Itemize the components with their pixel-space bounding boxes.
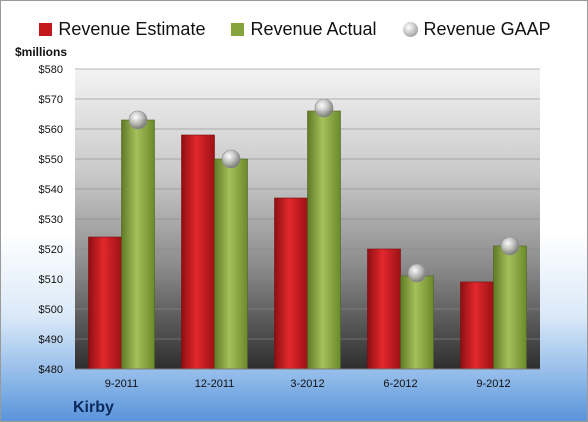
estimate-bar [181, 134, 215, 370]
actual-bar [400, 275, 434, 370]
legend-swatch-gaap [402, 21, 418, 37]
gaap-marker [221, 149, 241, 169]
legend-item-gaap: Revenue GAAP [402, 18, 551, 40]
estimate-bar [460, 281, 494, 370]
y-tick-label: $560 [39, 124, 63, 136]
y-tick-label: $540 [39, 184, 63, 196]
gaap-marker [128, 110, 148, 130]
y-tick-label: $520 [39, 244, 63, 256]
actual-bar [493, 245, 527, 370]
x-tick-label: 9-2012 [476, 378, 510, 390]
y-tick-label: $570 [39, 94, 63, 106]
actual-bar [307, 110, 341, 370]
y-axis-unit-label: $millions [15, 45, 68, 59]
gaap-marker [314, 98, 334, 118]
y-tick-label: $480 [39, 364, 63, 376]
x-axis-ticks: 9-2011 12-2011 3-2012 6-2012 9-2012 [105, 378, 511, 390]
legend-item-actual: Revenue Actual [231, 18, 377, 40]
legend-label-actual: Revenue Actual [250, 18, 377, 39]
legend-label-estimate: Revenue Estimate [58, 18, 206, 39]
x-tick-label: 9-2011 [105, 378, 138, 390]
x-tick-label: 12-2011 [195, 378, 235, 390]
bar-series [88, 110, 527, 370]
legend-swatch-actual [231, 22, 245, 36]
actual-bar [121, 119, 155, 370]
y-tick-label: $490 [39, 334, 63, 346]
legend-label-gaap: Revenue GAAP [423, 18, 551, 39]
legend-item-estimate: Revenue Estimate [39, 19, 205, 40]
y-tick-label: $530 [39, 214, 63, 226]
gaap-markers [128, 98, 520, 283]
gaap-marker [407, 263, 427, 283]
y-tick-label: $580 [39, 64, 63, 76]
y-tick-label: $550 [39, 154, 63, 166]
gaap-marker [500, 236, 520, 256]
estimate-bar [274, 197, 308, 370]
y-tick-label: $510 [39, 274, 63, 286]
x-tick-label: 3-2012 [290, 378, 324, 390]
legend-swatch-estimate [39, 22, 53, 36]
actual-bar [214, 158, 248, 370]
company-name: Kirby [73, 399, 114, 416]
y-tick-label: $500 [39, 304, 63, 316]
estimate-bar [367, 248, 401, 370]
chart-legend: Revenue Estimate Revenue Actual Revenue … [1, 15, 587, 43]
estimate-bar [88, 236, 122, 370]
x-tick-label: 6-2012 [383, 378, 417, 390]
y-axis-ticks: $480 $490 $500 $510 $520 $530 $540 $550 $560 $570… [39, 64, 63, 376]
